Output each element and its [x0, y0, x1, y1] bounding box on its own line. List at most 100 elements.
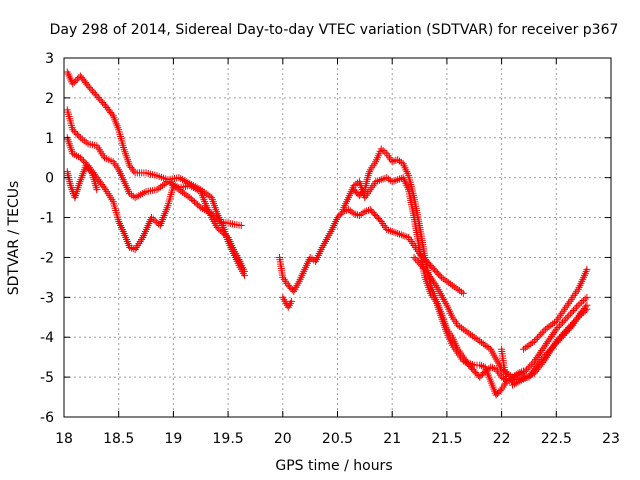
data-point — [557, 320, 565, 328]
data-point — [70, 127, 78, 135]
data-point — [194, 201, 202, 209]
data-point — [521, 344, 529, 352]
data-point — [93, 92, 101, 100]
data-point — [521, 367, 529, 375]
data-point — [91, 90, 99, 98]
data-point — [127, 191, 135, 199]
data-point — [348, 208, 356, 216]
data-point — [126, 190, 134, 198]
data-point — [127, 163, 135, 171]
y-tick-label: 0 — [45, 171, 54, 187]
data-point — [350, 210, 358, 218]
data-point — [84, 82, 92, 90]
data-point — [397, 231, 405, 239]
data-point — [569, 318, 577, 326]
data-point — [188, 183, 196, 191]
data-point — [539, 345, 547, 353]
data-point — [186, 182, 194, 190]
data-point — [216, 226, 224, 234]
data-point — [392, 229, 400, 237]
data-point — [532, 336, 540, 344]
data-point — [441, 276, 449, 284]
data-point — [422, 267, 430, 275]
data-point — [583, 265, 591, 273]
data-point — [200, 206, 208, 214]
data-point — [448, 281, 456, 289]
data-point — [88, 87, 96, 95]
data-point — [191, 185, 199, 193]
x-tick-label: 20.5 — [322, 431, 353, 447]
x-tick-label: 20 — [274, 431, 292, 447]
data-point — [180, 190, 188, 198]
data-point — [80, 137, 88, 145]
data-point — [509, 381, 517, 389]
y-tick-label: 2 — [45, 91, 54, 107]
x-tick-label: 21 — [383, 431, 401, 447]
data-point — [576, 300, 584, 308]
data-point — [69, 126, 77, 134]
data-point — [512, 379, 520, 387]
data-point — [148, 214, 156, 222]
data-point — [355, 212, 363, 220]
data-point — [97, 97, 105, 105]
data-point — [474, 336, 482, 344]
data-point — [523, 366, 531, 374]
chart-title: Day 298 of 2014, Sidereal Day-to-day VTE… — [50, 22, 619, 38]
data-point — [179, 176, 187, 184]
data-point — [413, 257, 421, 265]
data-point — [415, 259, 423, 267]
data-point — [541, 325, 549, 333]
data-point — [182, 178, 190, 186]
data-point — [541, 341, 549, 349]
data-point — [361, 208, 369, 216]
y-tick-label: -6 — [40, 410, 54, 426]
data-point — [204, 208, 212, 216]
data-point — [472, 335, 480, 343]
data-point — [372, 178, 380, 186]
data-point — [538, 329, 546, 337]
data-point — [559, 330, 567, 338]
data-point — [545, 336, 553, 344]
data-point — [180, 177, 188, 185]
data-point — [463, 328, 471, 336]
data-point — [554, 324, 562, 332]
data-point — [485, 344, 493, 352]
data-point — [169, 182, 177, 190]
data-point — [87, 168, 95, 176]
data-point — [521, 374, 529, 382]
data-point — [548, 344, 556, 352]
data-point — [73, 131, 81, 139]
grid-lines — [64, 58, 611, 417]
data-point — [219, 229, 227, 237]
data-point — [560, 317, 568, 325]
data-point — [476, 361, 484, 369]
data-point — [533, 354, 541, 362]
data-point — [215, 225, 223, 233]
data-point — [571, 305, 579, 313]
data-point — [527, 361, 535, 369]
data-point — [549, 320, 557, 328]
axis-ticks: 18 18.5 19 19.5 20 20.5 21 21.5 22 22.5 23-6-5-4-3… — [40, 51, 620, 447]
data-point — [543, 324, 551, 332]
data-point — [158, 182, 166, 190]
data-point — [551, 339, 559, 347]
data-point — [357, 210, 365, 218]
y-axis-label: SDTVAR / TECUs — [6, 181, 22, 296]
data-point — [179, 188, 187, 196]
data-point — [525, 372, 533, 380]
data-point — [565, 324, 573, 332]
data-point — [566, 322, 574, 330]
data-point — [213, 224, 221, 232]
data-point — [574, 301, 582, 309]
data-point — [459, 289, 467, 297]
data-point — [546, 334, 554, 342]
data-point — [467, 331, 475, 339]
y-tick-label: 1 — [45, 131, 54, 147]
data-point — [549, 343, 557, 351]
x-tick-label: 21.5 — [431, 431, 462, 447]
data-point — [542, 353, 550, 361]
data-point — [540, 327, 548, 335]
data-point — [87, 85, 95, 93]
series-track-h — [339, 174, 527, 399]
